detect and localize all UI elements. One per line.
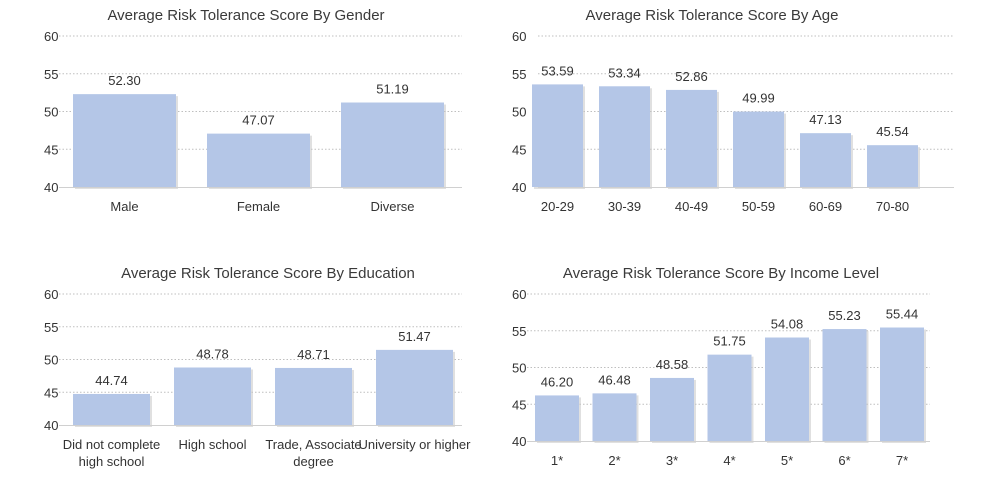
gender-chart: Average Risk Tolerance Score By Gender 4… xyxy=(0,0,492,241)
data-label: 53.59 xyxy=(541,63,574,78)
x-category-label: high school xyxy=(79,454,145,469)
x-category-label: Female xyxy=(237,199,280,214)
y-tick-label: 55 xyxy=(512,324,526,339)
y-tick-label: 50 xyxy=(44,353,58,368)
bar xyxy=(73,393,150,425)
data-label: 49.99 xyxy=(742,91,775,106)
bar xyxy=(765,337,809,441)
data-label: 46.48 xyxy=(598,372,631,387)
y-tick-label: 45 xyxy=(44,142,58,157)
y-tick-label: 45 xyxy=(512,142,526,157)
data-label: 51.75 xyxy=(713,334,746,349)
bar xyxy=(532,84,583,187)
x-category-label: 5* xyxy=(781,453,793,468)
x-category-label: 70-80 xyxy=(876,199,909,214)
chart-title: Average Risk Tolerance Score By Income L… xyxy=(562,265,880,282)
bar xyxy=(376,349,453,425)
y-tick-label: 60 xyxy=(44,29,58,44)
data-label: 47.07 xyxy=(242,113,275,128)
age-chart: Average Risk Tolerance Score By Age 40 45… xyxy=(492,0,984,241)
bar xyxy=(174,367,251,425)
y-tick-label: 40 xyxy=(44,180,58,195)
gender-chart-plot: 40 45 50 55 60 52.30 Male 47.07 Female 51.19 Diver… xyxy=(44,29,462,214)
data-label: 54.08 xyxy=(771,317,804,332)
data-label: 48.58 xyxy=(656,357,689,372)
bar xyxy=(341,102,444,187)
y-tick-label: 40 xyxy=(44,418,58,433)
x-category-label: 3* xyxy=(666,453,678,468)
bar xyxy=(650,377,694,441)
y-tick-label: 55 xyxy=(512,67,526,82)
data-label: 48.71 xyxy=(297,347,330,362)
age-chart-plot: 40 45 50 55 60 53.59 20-29 53.34 30-39 52.86 40-49… xyxy=(512,29,954,214)
bar xyxy=(275,367,352,425)
x-category-label: 2* xyxy=(608,453,620,468)
y-tick-label: 60 xyxy=(512,29,526,44)
y-tick-label: 50 xyxy=(512,361,526,376)
y-tick-label: 55 xyxy=(44,320,58,335)
data-label: 55.44 xyxy=(886,307,919,322)
bar xyxy=(207,133,310,187)
bar xyxy=(535,395,579,441)
income-chart: Average Risk Tolerance Score By Income L… xyxy=(492,258,984,482)
y-tick-label: 45 xyxy=(512,397,526,412)
x-category-label: 40-49 xyxy=(675,199,708,214)
x-category-label: University or higher xyxy=(359,437,472,452)
x-category-label: 30-39 xyxy=(608,199,641,214)
data-label: 46.20 xyxy=(541,374,574,389)
x-category-label: 50-59 xyxy=(742,199,775,214)
x-category-label: 20-29 xyxy=(541,199,574,214)
bar xyxy=(880,327,924,441)
x-category-label: 6* xyxy=(838,453,850,468)
x-category-label: Trade, Associate xyxy=(265,437,361,452)
x-category-label: 4* xyxy=(723,453,735,468)
bar xyxy=(666,89,717,187)
bar xyxy=(800,133,851,187)
bar xyxy=(599,86,650,187)
data-label: 51.47 xyxy=(398,329,431,344)
y-tick-label: 40 xyxy=(512,180,526,195)
education-chart-plot: 40 45 50 55 60 44.74 Did not complete high scho… xyxy=(44,287,472,469)
x-category-label: 7* xyxy=(896,453,908,468)
data-label: 48.78 xyxy=(196,346,229,361)
y-tick-label: 40 xyxy=(512,434,526,449)
bar xyxy=(867,145,918,187)
data-label: 47.13 xyxy=(809,112,842,127)
x-category-label: Diverse xyxy=(370,199,414,214)
data-label: 53.34 xyxy=(608,65,641,80)
data-label: 52.30 xyxy=(108,73,141,88)
x-category-label: Did not complete xyxy=(63,437,161,452)
bar xyxy=(73,94,176,187)
data-label: 52.86 xyxy=(675,69,708,84)
x-category-label: degree xyxy=(293,454,333,469)
bar xyxy=(733,111,784,187)
y-tick-label: 60 xyxy=(44,287,58,302)
y-tick-label: 50 xyxy=(512,105,526,120)
income-chart-plot: 40 45 50 55 60 46.20 1* 46.48 2* 48.58 3* 51.75 4* 54… xyxy=(512,287,930,468)
x-category-label: Male xyxy=(110,199,138,214)
x-category-label: High school xyxy=(179,437,247,452)
x-category-label: 1* xyxy=(551,453,563,468)
y-tick-label: 60 xyxy=(512,287,526,302)
chart-title: Average Risk Tolerance Score By Gender xyxy=(107,7,385,24)
bar xyxy=(822,329,867,441)
y-tick-label: 55 xyxy=(44,67,58,82)
y-tick-label: 45 xyxy=(44,385,58,400)
data-label: 44.74 xyxy=(95,373,128,388)
education-chart: Average Risk Tolerance Score By Educatio… xyxy=(0,258,492,482)
chart-title: Average Risk Tolerance Score By Age xyxy=(585,7,839,24)
chart-title: Average Risk Tolerance Score By Educatio… xyxy=(121,265,415,282)
y-tick-label: 50 xyxy=(44,105,58,120)
data-label: 45.54 xyxy=(876,124,909,139)
data-label: 51.19 xyxy=(376,82,409,97)
bar xyxy=(592,393,637,441)
data-label: 55.23 xyxy=(828,308,861,323)
bar xyxy=(707,354,752,441)
x-category-label: 60-69 xyxy=(809,199,842,214)
